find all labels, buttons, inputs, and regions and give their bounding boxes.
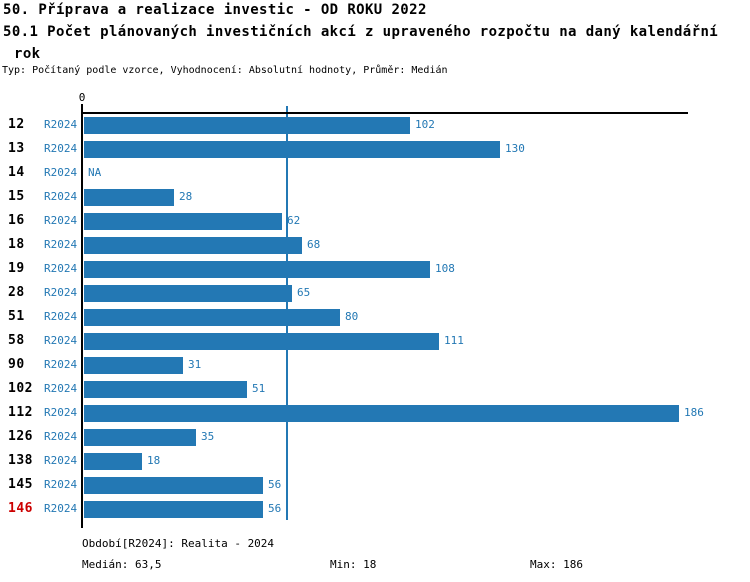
- row-id-label: 18: [8, 237, 25, 252]
- chart-row: 138 R2024 18: [0, 449, 750, 473]
- chart-row: 16 R2024 62: [0, 209, 750, 233]
- row-period-label: R2024: [44, 406, 78, 419]
- chart-subtitle: Typ: Počítaný podle vzorce, Vyhodnocení:…: [2, 65, 448, 76]
- row-period-label: R2024: [44, 262, 78, 275]
- row-period-label: R2024: [44, 430, 78, 443]
- row-period-label: R2024: [44, 382, 78, 395]
- value-label: 65: [297, 286, 311, 299]
- value-label: 51: [252, 382, 266, 395]
- row-id-label: 146: [8, 501, 33, 516]
- row-period-label: R2024: [44, 310, 78, 323]
- value-bar: [84, 261, 430, 278]
- row-period-label: R2024: [44, 238, 78, 251]
- chart-row: 51 R2024 80: [0, 305, 750, 329]
- chart-row: 15 R2024 28: [0, 185, 750, 209]
- footer-period-line: Období[R2024]: Realita - 2024: [82, 537, 275, 550]
- value-bar: [84, 477, 263, 494]
- x-axis-line: [81, 112, 688, 114]
- value-bar: [84, 189, 174, 206]
- value-label: 108: [435, 262, 455, 275]
- row-period-label: R2024: [44, 478, 78, 491]
- value-label: 186: [684, 406, 704, 419]
- row-period-label: R2024: [44, 166, 78, 179]
- chart-row: 14 R2024 NA: [0, 161, 750, 185]
- value-bar: [84, 333, 439, 350]
- chart-row: 13 R2024 130: [0, 137, 750, 161]
- value-label: 130: [505, 142, 525, 155]
- chart-row: 12 R2024 102: [0, 113, 750, 137]
- y-axis-line: [81, 104, 83, 528]
- row-period-label: R2024: [44, 142, 78, 155]
- footer-min-stat: Min: 18: [330, 558, 377, 571]
- chart-title-line1: 50. Příprava a realizace investic - OD R…: [3, 2, 427, 18]
- row-id-label: 145: [8, 477, 33, 492]
- row-period-label: R2024: [44, 502, 78, 515]
- chart-row: 112 R2024 186: [0, 401, 750, 425]
- chart-title-line3: rok: [14, 46, 41, 62]
- value-bar: [84, 405, 679, 422]
- row-period-label: R2024: [44, 334, 78, 347]
- value-bar: [84, 501, 263, 518]
- footer-median-stat: Medián: 63,5: [82, 558, 162, 571]
- row-id-label: 102: [8, 381, 33, 396]
- chart-plot-area: 12 R2024 102 13 R2024 130 14 R2024 NA 15…: [0, 113, 750, 521]
- value-bar: [84, 117, 410, 134]
- chart-row: 146 R2024 56: [0, 497, 750, 521]
- value-bar: [84, 285, 292, 302]
- chart-row: 58 R2024 111: [0, 329, 750, 353]
- row-id-label: 12: [8, 117, 25, 132]
- value-label: 35: [201, 430, 215, 443]
- row-period-label: R2024: [44, 118, 78, 131]
- value-label: NA: [88, 166, 102, 179]
- row-id-label: 19: [8, 261, 25, 276]
- row-id-label: 51: [8, 309, 25, 324]
- value-label: 31: [188, 358, 202, 371]
- value-label: 68: [307, 238, 321, 251]
- row-id-label: 14: [8, 165, 25, 180]
- value-bar: [84, 237, 302, 254]
- chart-row: 90 R2024 31: [0, 353, 750, 377]
- row-id-label: 16: [8, 213, 25, 228]
- row-period-label: R2024: [44, 190, 78, 203]
- row-period-label: R2024: [44, 454, 78, 467]
- row-id-label: 90: [8, 357, 25, 372]
- value-label: 28: [179, 190, 193, 203]
- value-bar: [84, 381, 247, 398]
- chart-row: 126 R2024 35: [0, 425, 750, 449]
- value-label: 56: [268, 502, 282, 515]
- value-label: 18: [147, 454, 161, 467]
- value-label: 56: [268, 478, 282, 491]
- row-period-label: R2024: [44, 358, 78, 371]
- chart-row: 28 R2024 65: [0, 281, 750, 305]
- footer-max-stat: Max: 186: [530, 558, 583, 571]
- row-id-label: 112: [8, 405, 33, 420]
- chart-row: 18 R2024 68: [0, 233, 750, 257]
- chart-row: 145 R2024 56: [0, 473, 750, 497]
- value-bar: [84, 309, 340, 326]
- x-axis-zero-tick-label: 0: [78, 91, 86, 104]
- value-bar: [84, 141, 500, 158]
- row-id-label: 13: [8, 141, 25, 156]
- row-id-label: 126: [8, 429, 33, 444]
- value-label: 102: [415, 118, 435, 131]
- value-bar: [84, 213, 282, 230]
- value-label: 62: [287, 214, 301, 227]
- row-period-label: R2024: [44, 286, 78, 299]
- row-id-label: 15: [8, 189, 25, 204]
- row-id-label: 28: [8, 285, 25, 300]
- chart-title-line2: 50.1 Počet plánovaných investičních akcí…: [3, 24, 719, 40]
- value-label: 80: [345, 310, 359, 323]
- row-id-label: 138: [8, 453, 33, 468]
- chart-row: 19 R2024 108: [0, 257, 750, 281]
- chart-row: 102 R2024 51: [0, 377, 750, 401]
- value-label: 111: [444, 334, 464, 347]
- value-bar: [84, 429, 196, 446]
- value-bar: [84, 453, 142, 470]
- row-period-label: R2024: [44, 214, 78, 227]
- value-bar: [84, 357, 183, 374]
- row-id-label: 58: [8, 333, 25, 348]
